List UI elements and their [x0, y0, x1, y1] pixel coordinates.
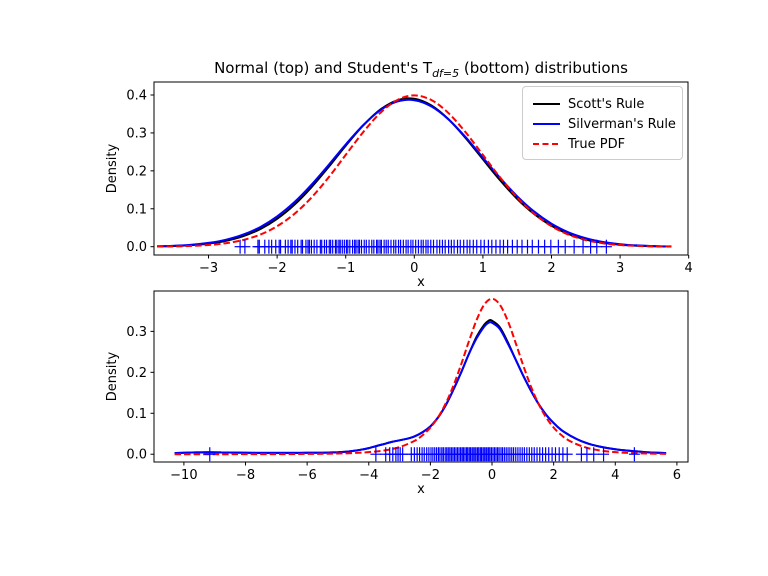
y-tick-label-bottom: 0.0	[126, 448, 147, 463]
x-tick-label-top: −1	[336, 261, 355, 276]
x-tick-label-top: 3	[616, 261, 624, 276]
legend-item-true-pdf: True PDF	[533, 134, 678, 154]
y-tick-label-top: 0.3	[126, 126, 147, 141]
true-pdf-curve-bottom	[174, 297, 667, 456]
true-pdf-curve-top	[157, 94, 672, 248]
x-tick-label-top: −2	[268, 261, 287, 276]
legend-label-scott: Scott's Rule	[568, 96, 645, 112]
legend-line-silverman	[533, 123, 560, 125]
x-tick-label-bottom: −2	[421, 468, 440, 483]
legend-line-scott	[533, 103, 560, 105]
y-tick-label-bottom: 0.1	[126, 407, 147, 422]
legend-item-scotts-rule: Scott's Rule	[533, 94, 678, 114]
x-tick-label-bottom: 0	[488, 468, 496, 483]
silverman-s-rule-curve-bottom	[174, 321, 667, 454]
x-tick-label-bottom: −10	[170, 468, 197, 483]
title-suffix: (bottom) distributions	[459, 59, 628, 77]
axes-spines-bottom	[153, 290, 689, 463]
x-axis-label-top: x	[417, 275, 425, 290]
x-tick-label-top: −3	[199, 261, 218, 276]
x-tick-label-top: 4	[685, 261, 693, 276]
y-tick-label-bottom: 0.2	[126, 366, 147, 381]
y-tick-label-top: 0.2	[126, 164, 147, 179]
x-tick-label-top: 2	[547, 261, 555, 276]
rug-marks-top	[234, 239, 612, 254]
x-tick-label-bottom: 4	[611, 468, 619, 483]
y-axis-label-top: Density	[105, 143, 120, 193]
y-axis-label-bottom: Density	[105, 351, 120, 401]
rug-marks-bottom	[204, 447, 640, 462]
y-tick-label-bottom: 0.3	[126, 325, 147, 340]
y-tick-label-top: 0.4	[126, 89, 147, 104]
subplot-bottom: −10 −8 −6 −4 −2 0 2 4 6 0.0 0.1 0.2 0.3 x Density	[105, 290, 689, 497]
x-tick-label-bottom: −6	[298, 468, 317, 483]
chart-title: Normal (top) and Student's Tdf=5 (bottom…	[154, 59, 688, 80]
y-tick-label-top: 0.0	[126, 240, 147, 255]
axes-spines-top	[153, 81, 689, 256]
title-subscript: df=5	[432, 67, 460, 80]
x-tick-label-bottom: −4	[359, 468, 378, 483]
x-tick-label-bottom: 6	[673, 468, 681, 483]
x-tick-label-bottom: 2	[550, 468, 558, 483]
legend-label-silverman: Silverman's Rule	[568, 116, 676, 132]
legend-label-true-pdf: True PDF	[568, 136, 626, 152]
x-tick-label-top: 1	[479, 261, 487, 276]
legend-line-true-pdf	[533, 143, 560, 145]
x-tick-label-bottom: −8	[236, 468, 255, 483]
silverman-s-rule-curve-top	[157, 98, 672, 248]
y-tick-label-top: 0.1	[126, 202, 147, 217]
x-tick-label-top: 0	[410, 261, 418, 276]
x-axis-label-bottom: x	[417, 482, 425, 497]
legend: Scott's Rule Silverman's Rule True PDF	[522, 86, 683, 160]
title-prefix: Normal (top) and Student's T	[214, 59, 433, 77]
subplot-top: −3 −2 −1 0 1 2 3 4 0.0 0.1 0.2 0.3 0.4 x Density	[105, 81, 693, 290]
legend-item-silvermans-rule: Silverman's Rule	[533, 114, 678, 134]
